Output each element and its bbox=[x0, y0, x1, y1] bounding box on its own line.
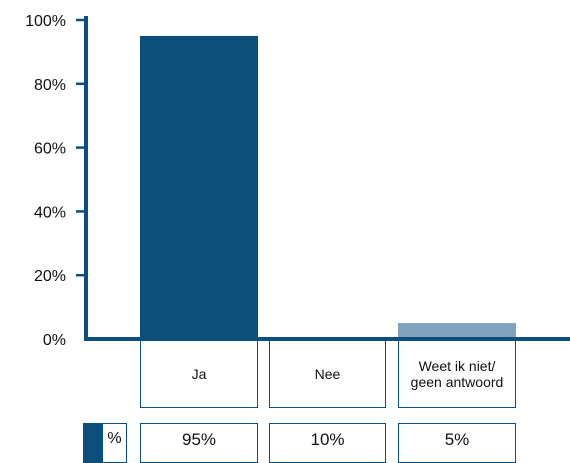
legend-swatch bbox=[83, 423, 103, 463]
y-tick-label: 60% bbox=[34, 141, 66, 158]
category-label-weet-ik-niet: Weet ik niet/ geen antwoord bbox=[398, 340, 516, 408]
bar-0 bbox=[140, 35, 258, 339]
category-label-nee: Nee bbox=[269, 340, 386, 408]
y-tick-label: 100% bbox=[25, 13, 66, 30]
bar-2 bbox=[398, 323, 516, 339]
legend-label: % bbox=[103, 423, 127, 463]
y-tick-label: 80% bbox=[34, 77, 66, 94]
value-label-nee: 10% bbox=[269, 423, 386, 463]
y-tick-label: 20% bbox=[34, 268, 66, 285]
value-label-weet-ik-niet: 5% bbox=[398, 423, 516, 463]
y-tick-label: 0% bbox=[43, 332, 66, 349]
value-label-ja: 95% bbox=[140, 423, 258, 463]
category-label-ja: Ja bbox=[140, 340, 258, 408]
y-tick-label: 40% bbox=[34, 204, 66, 221]
